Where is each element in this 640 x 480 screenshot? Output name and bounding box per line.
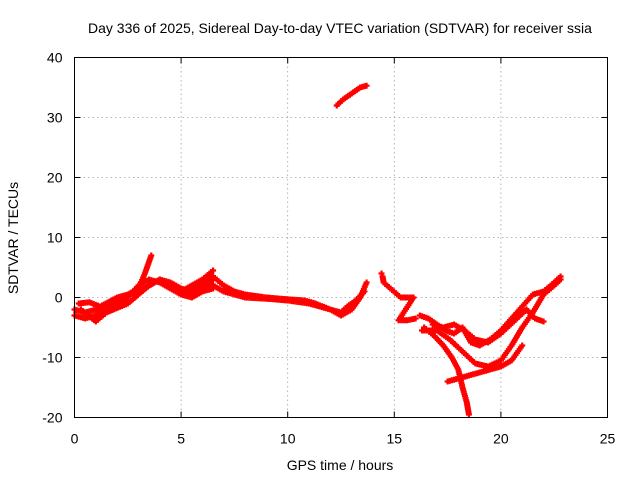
series-track-g xyxy=(333,82,370,109)
series-track-k xyxy=(419,276,564,370)
data-point xyxy=(363,82,370,89)
x-tick-label: 15 xyxy=(387,431,403,447)
series-track-m xyxy=(429,306,547,346)
data-point xyxy=(148,252,155,259)
data-point xyxy=(210,267,217,274)
y-axis-label: SDTVAR / TECUs xyxy=(5,182,21,294)
x-tick-label: 25 xyxy=(600,431,616,447)
data-point xyxy=(363,279,370,286)
y-tick-label: 20 xyxy=(47,170,63,186)
series-track-l xyxy=(444,342,526,385)
series-track-h xyxy=(378,270,419,324)
grid-lines xyxy=(74,57,608,418)
y-tick-label: -10 xyxy=(42,350,62,366)
y-tick-label: 40 xyxy=(47,50,63,66)
data-point xyxy=(519,342,526,349)
data-points xyxy=(71,82,564,418)
x-tick-label: 5 xyxy=(177,431,185,447)
x-tick-labels: 0 5 10 15 20 25 xyxy=(71,431,616,447)
y-tick-label: 0 xyxy=(55,290,63,306)
y-tick-label: 30 xyxy=(47,110,63,126)
data-point xyxy=(540,318,547,325)
y-tick-label: -20 xyxy=(42,410,62,426)
data-point xyxy=(465,411,472,418)
chart-title: Day 336 of 2025, Sidereal Day-to-day VTE… xyxy=(88,20,592,36)
series-track-f xyxy=(199,273,370,319)
x-tick-label: 20 xyxy=(493,431,509,447)
data-point xyxy=(557,276,564,283)
x-tick-label: 10 xyxy=(280,431,296,447)
x-axis-label: GPS time / hours xyxy=(287,457,394,473)
y-tick-label: 10 xyxy=(47,230,63,246)
data-point xyxy=(412,315,419,322)
y-tick-labels: -20 -10 0 10 20 30 40 xyxy=(42,50,62,426)
x-tick-label: 0 xyxy=(71,431,79,447)
axis-ticks xyxy=(74,57,608,418)
